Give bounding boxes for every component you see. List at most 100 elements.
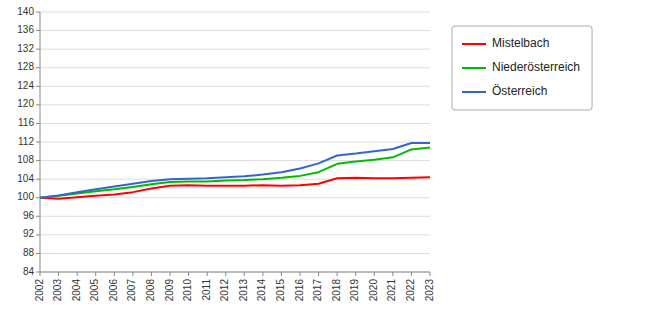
grid-line [40,30,430,31]
x-tick [392,272,393,276]
grid-line [40,123,430,124]
x-tick [40,272,41,276]
x-tick-label: 2005 [89,279,100,302]
legend-swatch [462,43,486,45]
grid [40,12,430,272]
y-tick-label: 112 [18,136,34,147]
x-axis-line [40,272,430,273]
grid-line [40,67,430,68]
lines [40,143,430,199]
x-tick-label: 2008 [145,279,156,302]
legend: Mistelbach Niederösterreich Österreich [452,26,592,110]
y-tick-label: 140 [17,6,34,17]
y-tick [36,30,40,31]
y-tick [36,123,40,124]
x-tick [77,272,78,276]
x-tick-label: 2016 [294,279,305,302]
x-tick-label: 2002 [34,279,45,302]
x-tick-label: 2009 [164,279,175,302]
x-tick-label: 2011 [201,279,212,301]
chart: 8488929610010410811211612012412813213614… [0,0,667,317]
y-tick-label: 116 [18,117,34,128]
y-tick [36,142,40,143]
y-tick [36,272,40,273]
y-tick-label: 100 [17,191,34,202]
x-tick [132,272,133,276]
x-tick-label: 2003 [52,279,63,302]
grid-line [40,49,430,50]
y-tick [36,86,40,87]
series-line [40,143,430,198]
y-tick-label: 104 [17,173,34,184]
x-tick [170,272,171,276]
y-tick [36,197,40,198]
x-tick-label: 2023 [424,279,435,302]
y-axis-line [40,12,41,272]
x-tick [58,272,59,276]
y-tick [36,179,40,180]
x-tick [95,272,96,276]
x-tick-label: 2014 [256,279,267,302]
y-tick [36,12,40,13]
grid-line [40,272,430,273]
x-tick [337,272,338,276]
legend-swatch [462,67,486,69]
x-axis: 2002 2003 2004 2005 2006 2007 2008 2009 2010 2011… [34,272,435,301]
legend-label: Österreich [492,84,547,98]
legend-label: Mistelbach [492,36,549,50]
y-tick-label: 120 [17,98,34,109]
y-tick [36,234,40,235]
x-tick-label: 2012 [219,279,230,302]
x-tick-label: 2004 [71,279,82,302]
legend-box [452,26,592,110]
y-tick-label: 124 [17,80,34,91]
x-tick-label: 2017 [312,279,323,302]
x-tick [225,272,226,276]
x-tick [151,272,152,276]
y-tick [36,216,40,217]
y-tick [36,49,40,50]
y-tick-label: 136 [17,24,34,35]
x-tick [114,272,115,276]
y-tick [36,104,40,105]
y-tick [36,253,40,254]
grid-line [40,86,430,87]
x-tick [281,272,282,276]
y-tick-label: 108 [17,154,34,165]
legend-label: Niederösterreich [492,60,580,74]
series-line [40,148,430,198]
x-tick [355,272,356,276]
x-tick-label: 2006 [108,279,119,302]
x-tick [411,272,412,276]
grid-line [40,104,430,105]
grid-line [40,253,430,254]
x-tick [188,272,189,276]
grid-line [40,197,430,198]
y-tick [36,160,40,161]
x-tick-label: 2019 [349,279,360,302]
x-tick [430,272,431,276]
x-tick-label: 2020 [368,279,379,302]
y-axis: 8488929610010410811211612012412813213614… [17,6,40,277]
x-tick [300,272,301,276]
x-tick [318,272,319,276]
y-tick-label: 92 [23,228,35,239]
y-tick-label: 128 [17,61,34,72]
y-tick-label: 96 [23,210,35,221]
y-tick-label: 84 [23,266,35,277]
x-tick [244,272,245,276]
x-tick-label: 2010 [182,279,193,302]
grid-line [40,142,430,143]
y-tick [36,67,40,68]
x-tick-label: 2013 [238,279,249,302]
x-tick-label: 2021 [386,279,397,302]
x-tick-label: 2007 [126,279,137,302]
x-tick [262,272,263,276]
y-tick-label: 132 [17,43,34,54]
x-tick-label: 2015 [275,279,286,302]
x-tick-label: 2018 [331,279,342,302]
grid-line [40,12,430,13]
x-tick [374,272,375,276]
legend-swatch [462,91,486,93]
x-tick [207,272,208,276]
